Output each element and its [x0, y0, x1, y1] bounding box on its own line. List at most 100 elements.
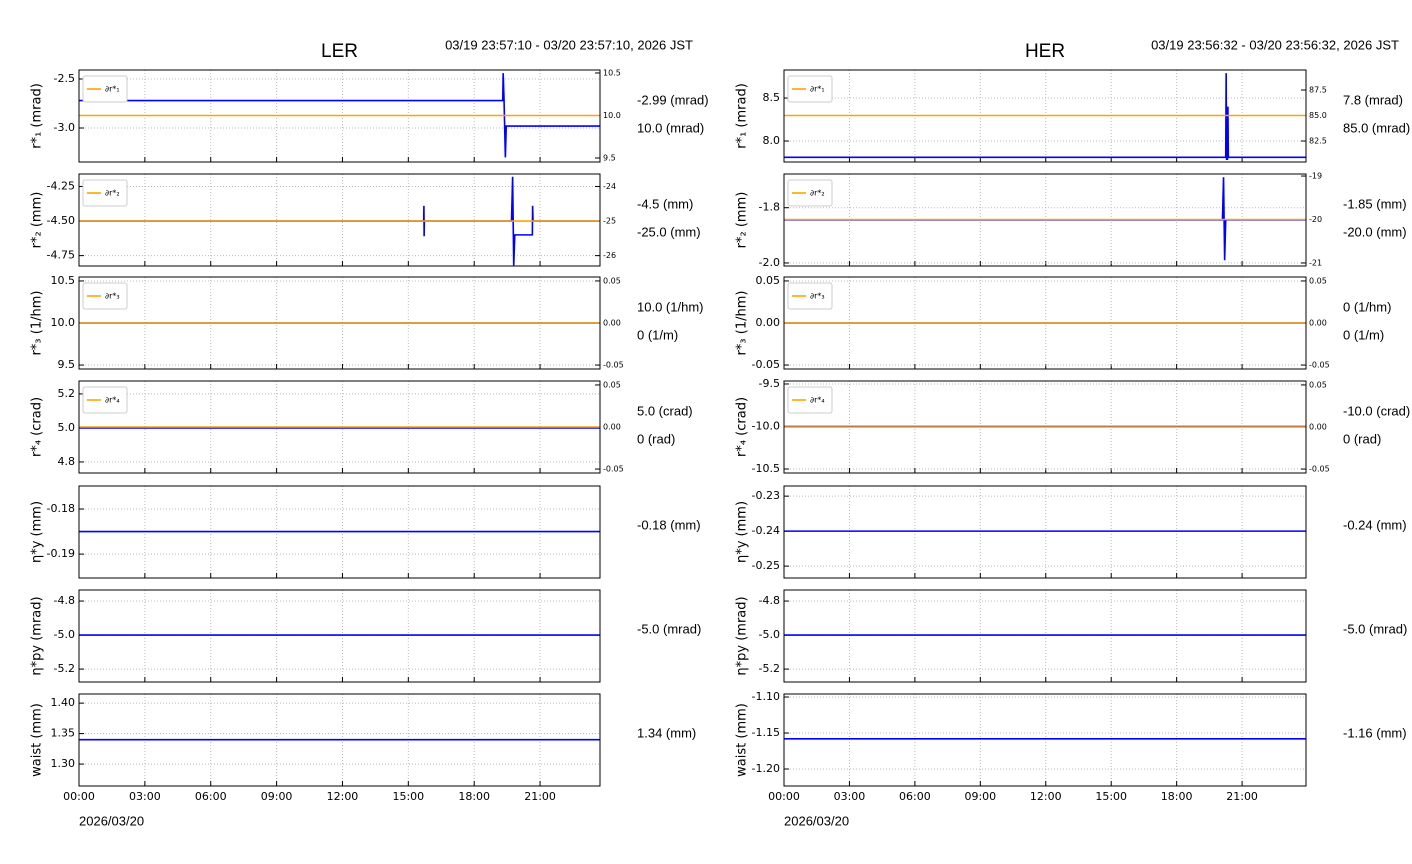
- y2-tick-label: -0.05: [603, 465, 624, 474]
- y-tick-label: 5.0: [58, 421, 76, 434]
- current-value: -10.0 (crad): [1343, 403, 1410, 418]
- x-tick-label: 09:00: [964, 790, 996, 803]
- plot-frame: [78, 173, 601, 267]
- x-tick-label: 09:00: [261, 790, 293, 803]
- current-value: -5.0 (mrad): [1343, 621, 1407, 636]
- current-value: -1.16 (mm): [1343, 725, 1407, 740]
- y-tick-label: -1.10: [752, 690, 780, 703]
- legend-label: ∂r*₄: [105, 396, 120, 405]
- plot-frame: [78, 380, 601, 474]
- current-value: -2.99 (mrad): [637, 92, 709, 107]
- plot-frame: [783, 173, 1307, 267]
- plot-frame: [78, 276, 601, 370]
- panel-title: HER: [1025, 41, 1065, 62]
- y-tick-label: -0.18: [47, 502, 75, 515]
- y-tick-label: 4.8: [58, 455, 76, 468]
- y-tick-label: -4.25: [47, 179, 75, 192]
- y-tick-label: 1.40: [51, 696, 76, 709]
- y2-tick-label: -25: [603, 217, 616, 226]
- y2-tick-label: 85.0: [1309, 111, 1327, 120]
- x-axis-label: 2026/03/20: [784, 813, 849, 828]
- x-tick-label: 03:00: [129, 790, 161, 803]
- legend-label: ∂r*₃: [810, 292, 825, 301]
- x-axis-label: 2026/03/20: [79, 813, 144, 828]
- current-value: 10.0 (mrad): [637, 120, 704, 135]
- y-tick-label: -0.05: [752, 358, 780, 371]
- y-tick-label: -4.8: [759, 594, 780, 607]
- y-axis-label: r*₁ (mrad): [735, 83, 750, 149]
- y-tick-label: -10.0: [752, 419, 780, 432]
- y2-tick-label: 0.00: [1309, 423, 1327, 432]
- x-tick-label: 18:00: [458, 790, 490, 803]
- y-axis-label: η*py (mrad): [735, 596, 750, 675]
- x-tick-label: 15:00: [1095, 790, 1127, 803]
- plot-frame: [783, 485, 1307, 579]
- y-axis-label: waist (mm): [735, 703, 750, 777]
- y2-tick-label: 10.5: [603, 68, 621, 77]
- y-tick-label: -0.19: [47, 547, 75, 560]
- y-tick-label: -5.0: [54, 628, 75, 641]
- plot-frame: [783, 276, 1307, 370]
- y-tick-label: 5.2: [58, 387, 76, 400]
- y2-tick-label: 9.5: [603, 154, 616, 163]
- legend-box: [787, 75, 833, 103]
- current-value: -1.85 (mm): [1343, 196, 1407, 211]
- y-tick-label: -2.5: [54, 72, 75, 85]
- current-value: -0.18 (mm): [637, 517, 701, 532]
- x-tick-label: 12:00: [1030, 790, 1062, 803]
- y-axis-label: η*y (mm): [735, 501, 750, 563]
- current-value: -20.0 (mm): [1343, 224, 1407, 239]
- y2-tick-label: -21: [1309, 258, 1322, 267]
- y-tick-label: -10.5: [752, 462, 780, 475]
- y-tick-label: -0.24: [752, 524, 780, 537]
- y-tick-label: -4.8: [54, 594, 75, 607]
- y-axis-label: r*₃ (1/hm): [30, 291, 45, 356]
- y2-tick-label: 0.00: [603, 319, 621, 328]
- legend-box: [82, 386, 128, 414]
- y2-tick-label: 0.05: [1309, 380, 1327, 389]
- y-tick-label: 1.35: [51, 727, 76, 740]
- plot-frame: [78, 589, 601, 683]
- series-line: [79, 73, 600, 158]
- y2-tick-label: 0.05: [603, 276, 621, 285]
- time-range: 03/19 23:56:32 - 03/20 23:56:32, 2026 JS…: [1151, 37, 1399, 52]
- y2-tick-label: 0.00: [1309, 319, 1327, 328]
- current-value: 10.0 (1/hm): [637, 299, 703, 314]
- legend-label: ∂r*₂: [105, 189, 120, 198]
- x-tick-label: 03:00: [834, 790, 866, 803]
- y-tick-label: -1.8: [759, 201, 780, 214]
- y-tick-label: -5.0: [759, 628, 780, 641]
- plot-frame: [78, 69, 601, 163]
- legend-box: [787, 282, 833, 310]
- plot-frame: [783, 380, 1307, 474]
- y-axis-label: η*py (mrad): [30, 596, 45, 675]
- x-tick-label: 00:00: [63, 790, 95, 803]
- legend-box: [787, 386, 833, 414]
- legend-box: [82, 75, 128, 103]
- legend-box: [82, 179, 128, 207]
- y-axis-label: r*₂ (mm): [735, 192, 750, 249]
- legend-label: ∂r*₂: [810, 189, 825, 198]
- y-tick-label: -9.5: [759, 377, 780, 390]
- y-tick-label: 8.5: [763, 91, 781, 104]
- y2-tick-label: 0.00: [603, 423, 621, 432]
- y-tick-label: 10.5: [51, 274, 76, 287]
- plot-frame: [78, 693, 601, 787]
- y-axis-label: r*₄ (crad): [30, 397, 45, 457]
- legend-box: [82, 282, 128, 310]
- plot-frame: [78, 485, 601, 579]
- current-value: 1.34 (mm): [637, 725, 696, 740]
- y2-tick-label: 87.5: [1309, 85, 1327, 94]
- y-tick-label: 10.0: [51, 316, 76, 329]
- y-tick-label: 9.5: [58, 358, 76, 371]
- y-tick-label: 0.05: [756, 274, 781, 287]
- y2-tick-label: -26: [603, 251, 616, 260]
- legend-label: ∂r*₃: [105, 292, 120, 301]
- current-value: -25.0 (mm): [637, 224, 701, 239]
- legend-label: ∂r*₄: [810, 396, 825, 405]
- y2-tick-label: 82.5: [1309, 136, 1327, 145]
- x-tick-label: 06:00: [195, 790, 227, 803]
- y-tick-label: 1.30: [51, 757, 76, 770]
- plot-frame: [783, 69, 1307, 163]
